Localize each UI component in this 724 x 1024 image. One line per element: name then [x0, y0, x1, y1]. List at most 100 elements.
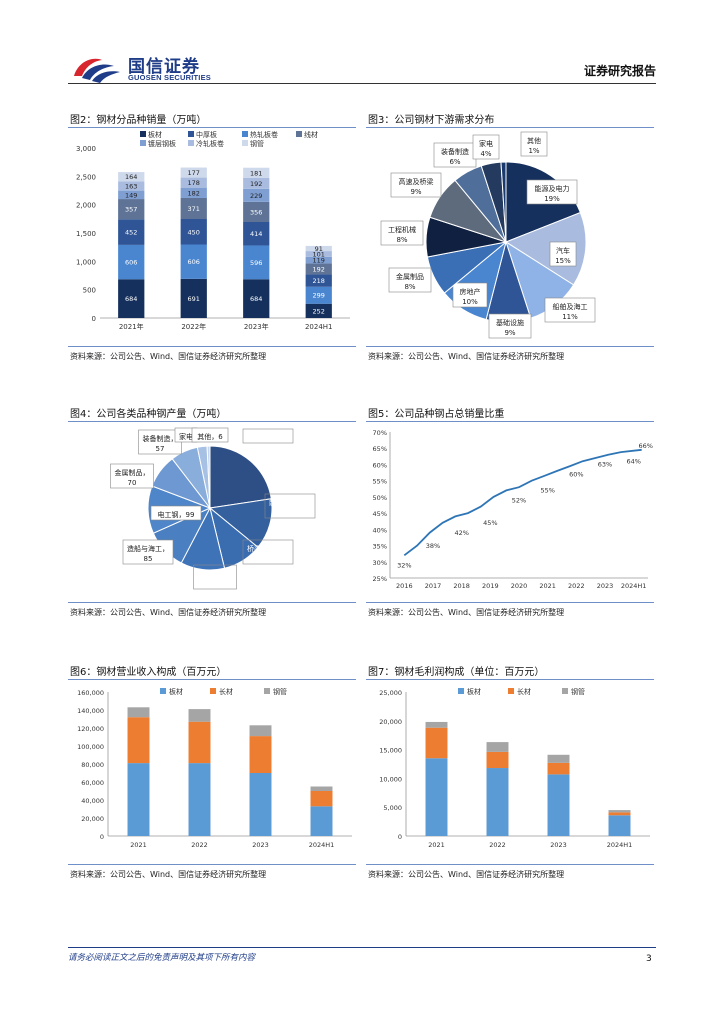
- pie-label-box: [380, 220, 424, 246]
- pie-label-box: [390, 172, 442, 198]
- pie-label: 8%: [396, 236, 407, 244]
- pie-label: 装备制造: [441, 147, 469, 156]
- figure-4-chart: 汽车，180 能源与油气， 106 桥梁与高建， 82 工程机械， 91 造船与海工， 85 电工…: [110, 427, 316, 590]
- data-label: 63%: [598, 461, 612, 469]
- x-tick-label: 2016: [396, 582, 413, 590]
- figure-2-panel: 图2：钢材分品种销量（万吨） 0 500 1,000 1,500 2,000 2,500 3…: [68, 108, 356, 366]
- pie-label: 金属制品: [396, 272, 424, 281]
- pie-label: 高速及桥梁: [399, 177, 434, 186]
- pie-label-box: [488, 313, 532, 339]
- pie-label: 工程机械，: [198, 569, 233, 578]
- pie-label-box: [242, 539, 294, 565]
- bar-segment: [127, 763, 150, 836]
- bar-value-label: 684: [250, 295, 262, 303]
- y-tick-label: 30%: [373, 559, 387, 567]
- bar-segment: [249, 736, 272, 773]
- legend-label: 钢管: [571, 687, 585, 696]
- pie-label: 6%: [449, 158, 460, 166]
- bar-segment: [243, 222, 270, 246]
- figure-title: 图6：钢材营业收入构成（百万元）: [68, 660, 356, 680]
- y-tick-label: 25,000: [379, 689, 402, 697]
- data-label: 55%: [540, 487, 554, 495]
- data-label: 64%: [626, 457, 640, 465]
- x-tick-label: 2024H1: [621, 582, 647, 590]
- pie-label-box: [526, 179, 578, 205]
- bar-value-label: 177: [188, 169, 200, 177]
- bar-segment: [305, 245, 332, 252]
- x-tick-label: 2017: [425, 582, 442, 590]
- y-tick-label: 160,000: [77, 689, 104, 697]
- pie-label: 装备制造，: [143, 434, 178, 443]
- figure-source: 资料来源：公司公告、Wind、国信证券经济研究所整理: [366, 602, 654, 618]
- figure-source: 资料来源：公司公告、Wind、国信证券经济研究所整理: [68, 864, 356, 880]
- pie-label: 1%: [528, 147, 539, 155]
- y-tick-label: 3,000: [76, 145, 96, 153]
- x-tick-label: 2023: [252, 841, 269, 849]
- y-tick-label: 80,000: [81, 761, 104, 769]
- figure-6-chart: 0 20,000 40,000 60,000 80,000 100,000 120,000 1…: [77, 687, 352, 849]
- footer-divider: [68, 947, 656, 948]
- pie-label-box: [520, 131, 548, 157]
- y-tick-label: 70%: [373, 429, 387, 437]
- x-tick-label: 2024H1: [305, 323, 333, 331]
- bar-segment: [305, 263, 332, 275]
- pie-label-box: [138, 429, 182, 455]
- pie-label: 家电: [479, 139, 493, 148]
- pie-label: 9%: [504, 329, 515, 337]
- legend-swatch: [188, 140, 194, 146]
- bar-segment: [486, 768, 509, 836]
- figure-5-panel: 图5：公司品种钢占总销量比重 25% 30% 35% 40% 45% 50% 55% 60% 6…: [366, 402, 654, 620]
- pie-label: 汽车: [556, 246, 570, 255]
- bar-segment: [243, 245, 270, 280]
- pie-label: 金属制品，: [115, 468, 150, 477]
- x-tick-label: 2022: [489, 841, 506, 849]
- pie-label: 房地产: [460, 287, 481, 296]
- pie-label: 造船与海工，: [127, 544, 169, 553]
- bar-segment: [188, 709, 211, 722]
- figure-source: 资料来源：公司公告、Wind、国信证券经济研究所整理: [366, 346, 654, 362]
- bar-segment: [305, 251, 332, 257]
- legend-swatch: [458, 688, 464, 694]
- header-divider: [68, 83, 656, 84]
- x-tick-label: 2024H1: [309, 841, 335, 849]
- pie-label: 57: [156, 445, 165, 453]
- x-tick-label: 2022年: [181, 322, 206, 331]
- y-tick-label: 55%: [373, 478, 387, 486]
- pie-label: 9%: [410, 188, 421, 196]
- data-label: 52%: [512, 496, 526, 504]
- figure-title: 图7：钢材毛利润构成（单位：百万元）: [366, 660, 654, 680]
- legend-label: 镀层钢板: [148, 139, 176, 148]
- bar-value-label: 163: [125, 182, 137, 190]
- pie-label-box: [242, 428, 294, 444]
- y-tick-label: 10,000: [379, 775, 402, 783]
- data-label: 32%: [397, 561, 411, 569]
- bar-segment: [608, 812, 631, 816]
- y-tick-label: 0: [100, 833, 104, 841]
- pie-label-box: [549, 241, 577, 267]
- bar-segment: [305, 256, 332, 264]
- legend-label: 冷轧板卷: [196, 139, 224, 148]
- bar-value-label: 299: [313, 292, 325, 300]
- bar-segment: [180, 187, 207, 198]
- pie-label: 10%: [462, 298, 478, 306]
- bar-segment: [249, 773, 272, 836]
- bar-segment: [243, 279, 270, 318]
- figure-3-panel: 图3：公司钢材下游需求分布 能源及电力 19% 汽车 15% 船舶及海工 11% 基础设施 9…: [366, 108, 654, 366]
- legend-label: 钢管: [273, 687, 287, 696]
- figure-7-chart: 0 5,000 10,000 15,000 20,000 25,000 2021 2022 20…: [379, 687, 650, 849]
- bar-segment: [608, 815, 631, 836]
- pie-label: 8%: [404, 283, 415, 291]
- x-tick-label: 2018: [453, 582, 470, 590]
- bar-segment: [243, 167, 270, 178]
- pie-label: 82: [264, 555, 273, 563]
- bar-segment: [180, 278, 207, 318]
- bar-segment: [127, 717, 150, 764]
- data-label: 60%: [569, 470, 583, 478]
- legend-swatch: [562, 688, 568, 694]
- legend-label: 热轧板卷: [250, 130, 278, 139]
- bar-segment: [486, 751, 509, 769]
- y-tick-label: 100,000: [77, 743, 104, 751]
- legend-swatch: [264, 688, 270, 694]
- bar-segment: [188, 721, 211, 764]
- figure-source: 资料来源：公司公告、Wind、国信证券经济研究所整理: [68, 346, 356, 362]
